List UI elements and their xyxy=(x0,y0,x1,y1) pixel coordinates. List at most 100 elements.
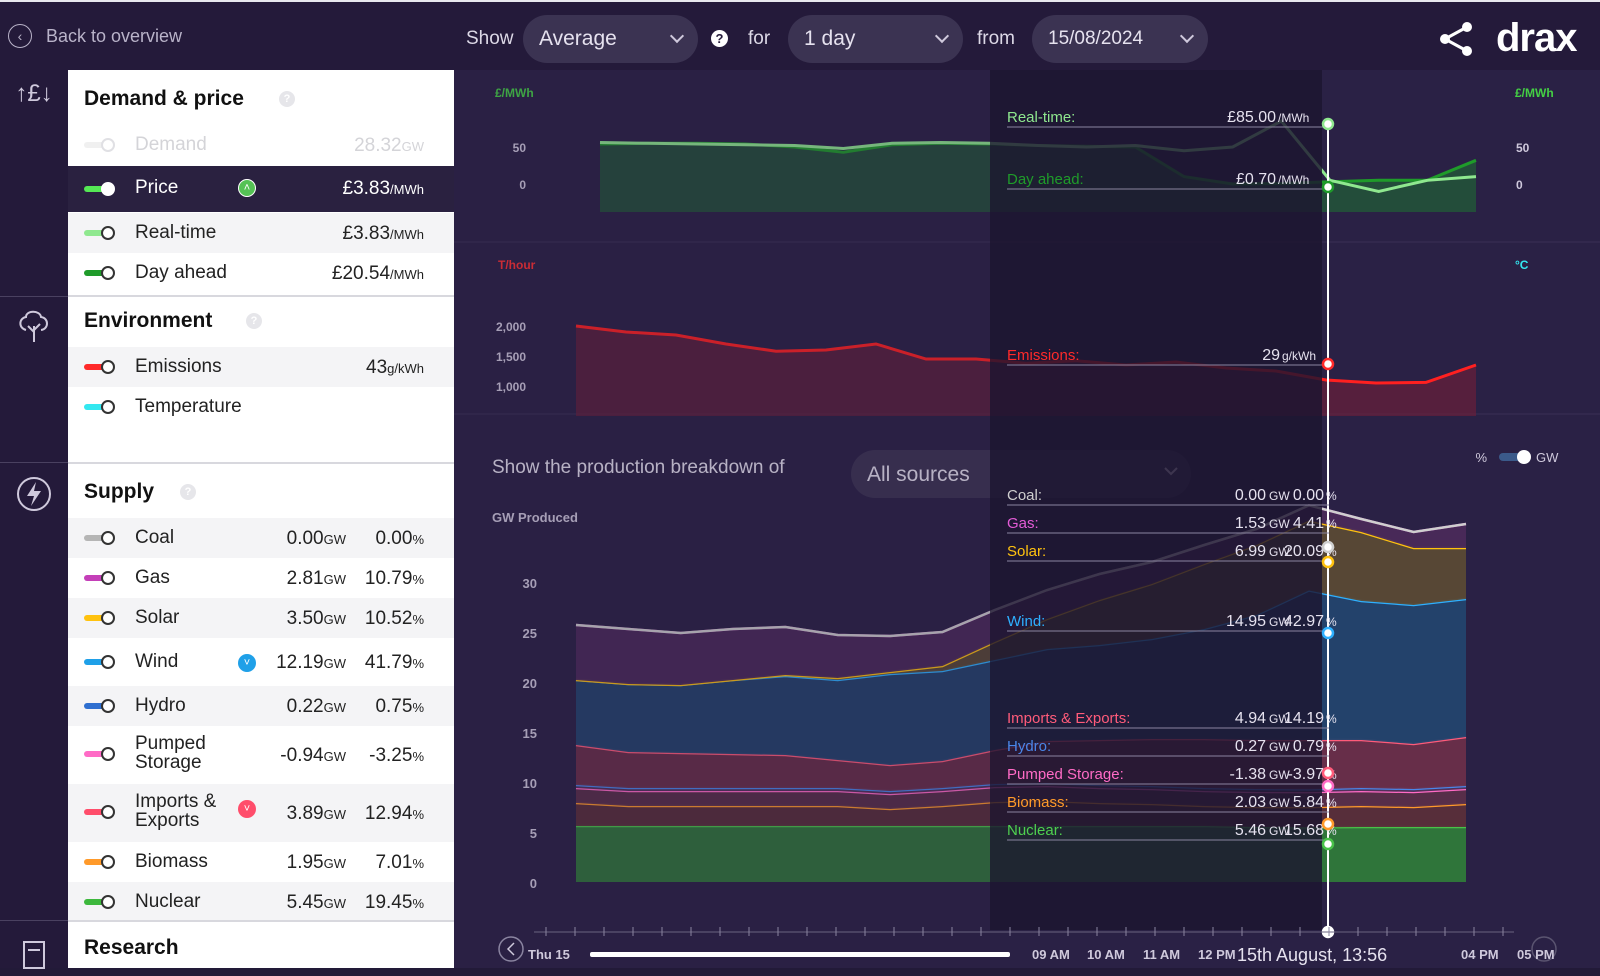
section-title-environment: Environment xyxy=(84,309,213,332)
tree-icon[interactable] xyxy=(14,306,54,346)
supply-row-wind[interactable]: Wind ˅ 12.19GW 41.79% xyxy=(68,638,454,686)
toggle-on-icon[interactable] xyxy=(84,400,116,414)
supply-row-nuclear[interactable]: Nuclear 5.45GW 19.45% xyxy=(68,882,454,922)
row-dayahead[interactable]: Day ahead £20.54/MWh xyxy=(68,253,454,293)
toggle-on-icon[interactable] xyxy=(84,855,116,869)
row-temperature[interactable]: Temperature xyxy=(68,387,454,427)
period-dropdown[interactable]: 1 day xyxy=(788,15,963,63)
time-label: 10 AM xyxy=(1087,947,1125,962)
back-to-overview-link[interactable]: ‹ Back to overview xyxy=(8,24,182,48)
data-panel: Demand & price ? Demand 28.32GW Price ˄ … xyxy=(68,70,454,968)
tooltip-biomass-pct-unit: % xyxy=(1326,796,1337,810)
share-icon[interactable] xyxy=(1437,20,1475,58)
supply-row-name: Nuclear xyxy=(135,891,201,912)
supply-row-gw: 2.81GW xyxy=(286,568,346,589)
supply-row-pumped-storage[interactable]: Pumped Storage -0.94GW -3.25% xyxy=(68,726,454,784)
hover-marker xyxy=(1321,357,1335,371)
row-price[interactable]: Price ˄ £3.83/MWh xyxy=(68,166,454,212)
supply-row-name: Pumped Storage xyxy=(135,733,206,773)
hover-marker xyxy=(1321,837,1335,851)
rail-divider xyxy=(0,462,68,463)
toggle-on-icon[interactable] xyxy=(84,531,116,545)
toggle-on-icon[interactable] xyxy=(84,182,116,196)
help-icon[interactable]: ? xyxy=(711,30,728,47)
supply-row-imports-exports[interactable]: Imports & Exports ˅ 3.89GW 12.94% xyxy=(68,784,454,842)
time-label: 11 AM xyxy=(1143,947,1180,962)
row-realtime[interactable]: Real-time £3.83/MWh xyxy=(68,213,454,253)
tooltip-emissions-value: 29 xyxy=(1262,347,1280,364)
help-icon[interactable]: ? xyxy=(279,91,295,107)
tooltip-gas-label: Gas: xyxy=(1007,515,1039,532)
supply-row-pct: 0.75% xyxy=(375,696,424,717)
toggle-on-icon[interactable] xyxy=(84,571,116,585)
date-dropdown[interactable]: 15/08/2024 xyxy=(1032,15,1208,63)
help-icon[interactable]: ? xyxy=(180,484,196,500)
gw-tick-label: 30 xyxy=(523,576,537,591)
drax-logo[interactable]: drax xyxy=(1496,16,1577,60)
tooltip-nuclear-value: 5.46 xyxy=(1235,822,1266,839)
time-label: 05 PM xyxy=(1517,947,1555,962)
chevron-down-icon[interactable]: ˅ xyxy=(238,654,256,672)
toggle-on-icon[interactable] xyxy=(84,805,116,819)
units-toggle-track[interactable] xyxy=(1499,453,1523,461)
toggle-on-icon[interactable] xyxy=(84,360,116,374)
show-dropdown[interactable]: Average xyxy=(523,15,698,63)
chevron-down-icon[interactable]: ˅ xyxy=(238,800,256,818)
tooltip-solar-label: Solar: xyxy=(1007,543,1046,560)
tooltip-biomass-label: Biomass: xyxy=(1007,794,1069,811)
tooltip-dayahead-label: Day ahead: xyxy=(1007,171,1084,188)
hover-marker xyxy=(1321,626,1335,640)
toggle-off-icon[interactable] xyxy=(84,138,116,152)
toggle-on-icon[interactable] xyxy=(84,699,116,713)
toggle-on-icon[interactable] xyxy=(84,611,116,625)
toggle-on-icon[interactable] xyxy=(84,747,116,761)
gw-tick-label: 0 xyxy=(530,876,537,891)
supply-row-hydro[interactable]: Hydro 0.22GW 0.75% xyxy=(68,686,454,726)
supply-row-biomass[interactable]: Biomass 1.95GW 7.01% xyxy=(68,842,454,882)
show-label: Show xyxy=(466,28,514,49)
toggle-on-icon[interactable] xyxy=(84,226,116,240)
tooltip-hydro-label: Hydro: xyxy=(1007,738,1051,755)
lightning-icon[interactable] xyxy=(14,474,54,514)
timeline-prev-button[interactable] xyxy=(498,936,524,962)
rail-divider xyxy=(0,296,68,297)
units-toggle-gw: GW xyxy=(1536,450,1559,465)
dim-left xyxy=(454,70,990,968)
row-emissions-value: 43g/kWh xyxy=(366,357,424,378)
section-title-supply: Supply xyxy=(84,480,155,503)
row-emissions[interactable]: Emissions 43g/kWh xyxy=(68,347,454,387)
tooltip-coal-pct: 0.00 xyxy=(1293,487,1324,504)
back-label: Back to overview xyxy=(46,25,183,46)
supply-row-pct: 10.79% xyxy=(364,568,424,589)
price-tick-label-right: 50 xyxy=(1516,141,1530,155)
tooltip-dayahead-unit: /MWh xyxy=(1278,173,1309,187)
timeline-next-button[interactable] xyxy=(1531,936,1557,962)
supply-row-coal[interactable]: Coal 0.00GW 0.00% xyxy=(68,518,454,558)
section-divider xyxy=(68,920,454,922)
tooltip-coal-pct-unit: % xyxy=(1326,489,1337,503)
toggle-on-icon[interactable] xyxy=(84,266,116,280)
timeline-range-bar[interactable] xyxy=(590,952,1010,957)
date-dropdown-value: 15/08/2024 xyxy=(1048,28,1144,49)
toggle-on-icon[interactable] xyxy=(84,655,116,669)
row-demand[interactable]: Demand 28.32GW xyxy=(68,125,454,165)
units-toggle-knob[interactable] xyxy=(1517,450,1531,464)
tooltip-gas-pct: 4.41 xyxy=(1293,515,1324,532)
supply-row-pct: 41.79% xyxy=(364,652,424,673)
top-bar: ‹ Back to overview Show Average ? for 1 … xyxy=(0,0,1600,70)
chevron-left-icon[interactable] xyxy=(506,942,515,956)
chevron-up-icon[interactable]: ˄ xyxy=(238,179,256,197)
toggle-on-icon[interactable] xyxy=(84,895,116,909)
document-icon[interactable] xyxy=(14,936,54,976)
tooltip-biomass-pct: 5.84 xyxy=(1293,794,1324,811)
emissions-unit-left: T/hour xyxy=(498,258,536,272)
gw-produced-label: GW Produced xyxy=(492,510,578,525)
supply-row-gas[interactable]: Gas 2.81GW 10.79% xyxy=(68,558,454,598)
supply-row-solar[interactable]: Solar 3.50GW 10.52% xyxy=(68,598,454,638)
price-arrows-icon[interactable]: ↑£↓ xyxy=(15,80,53,107)
icon-rail: ↑£↓ xyxy=(0,70,68,969)
help-icon[interactable]: ? xyxy=(246,313,262,329)
supply-row-gw: -0.94GW xyxy=(280,745,346,766)
chevron-down-icon xyxy=(1179,28,1195,44)
